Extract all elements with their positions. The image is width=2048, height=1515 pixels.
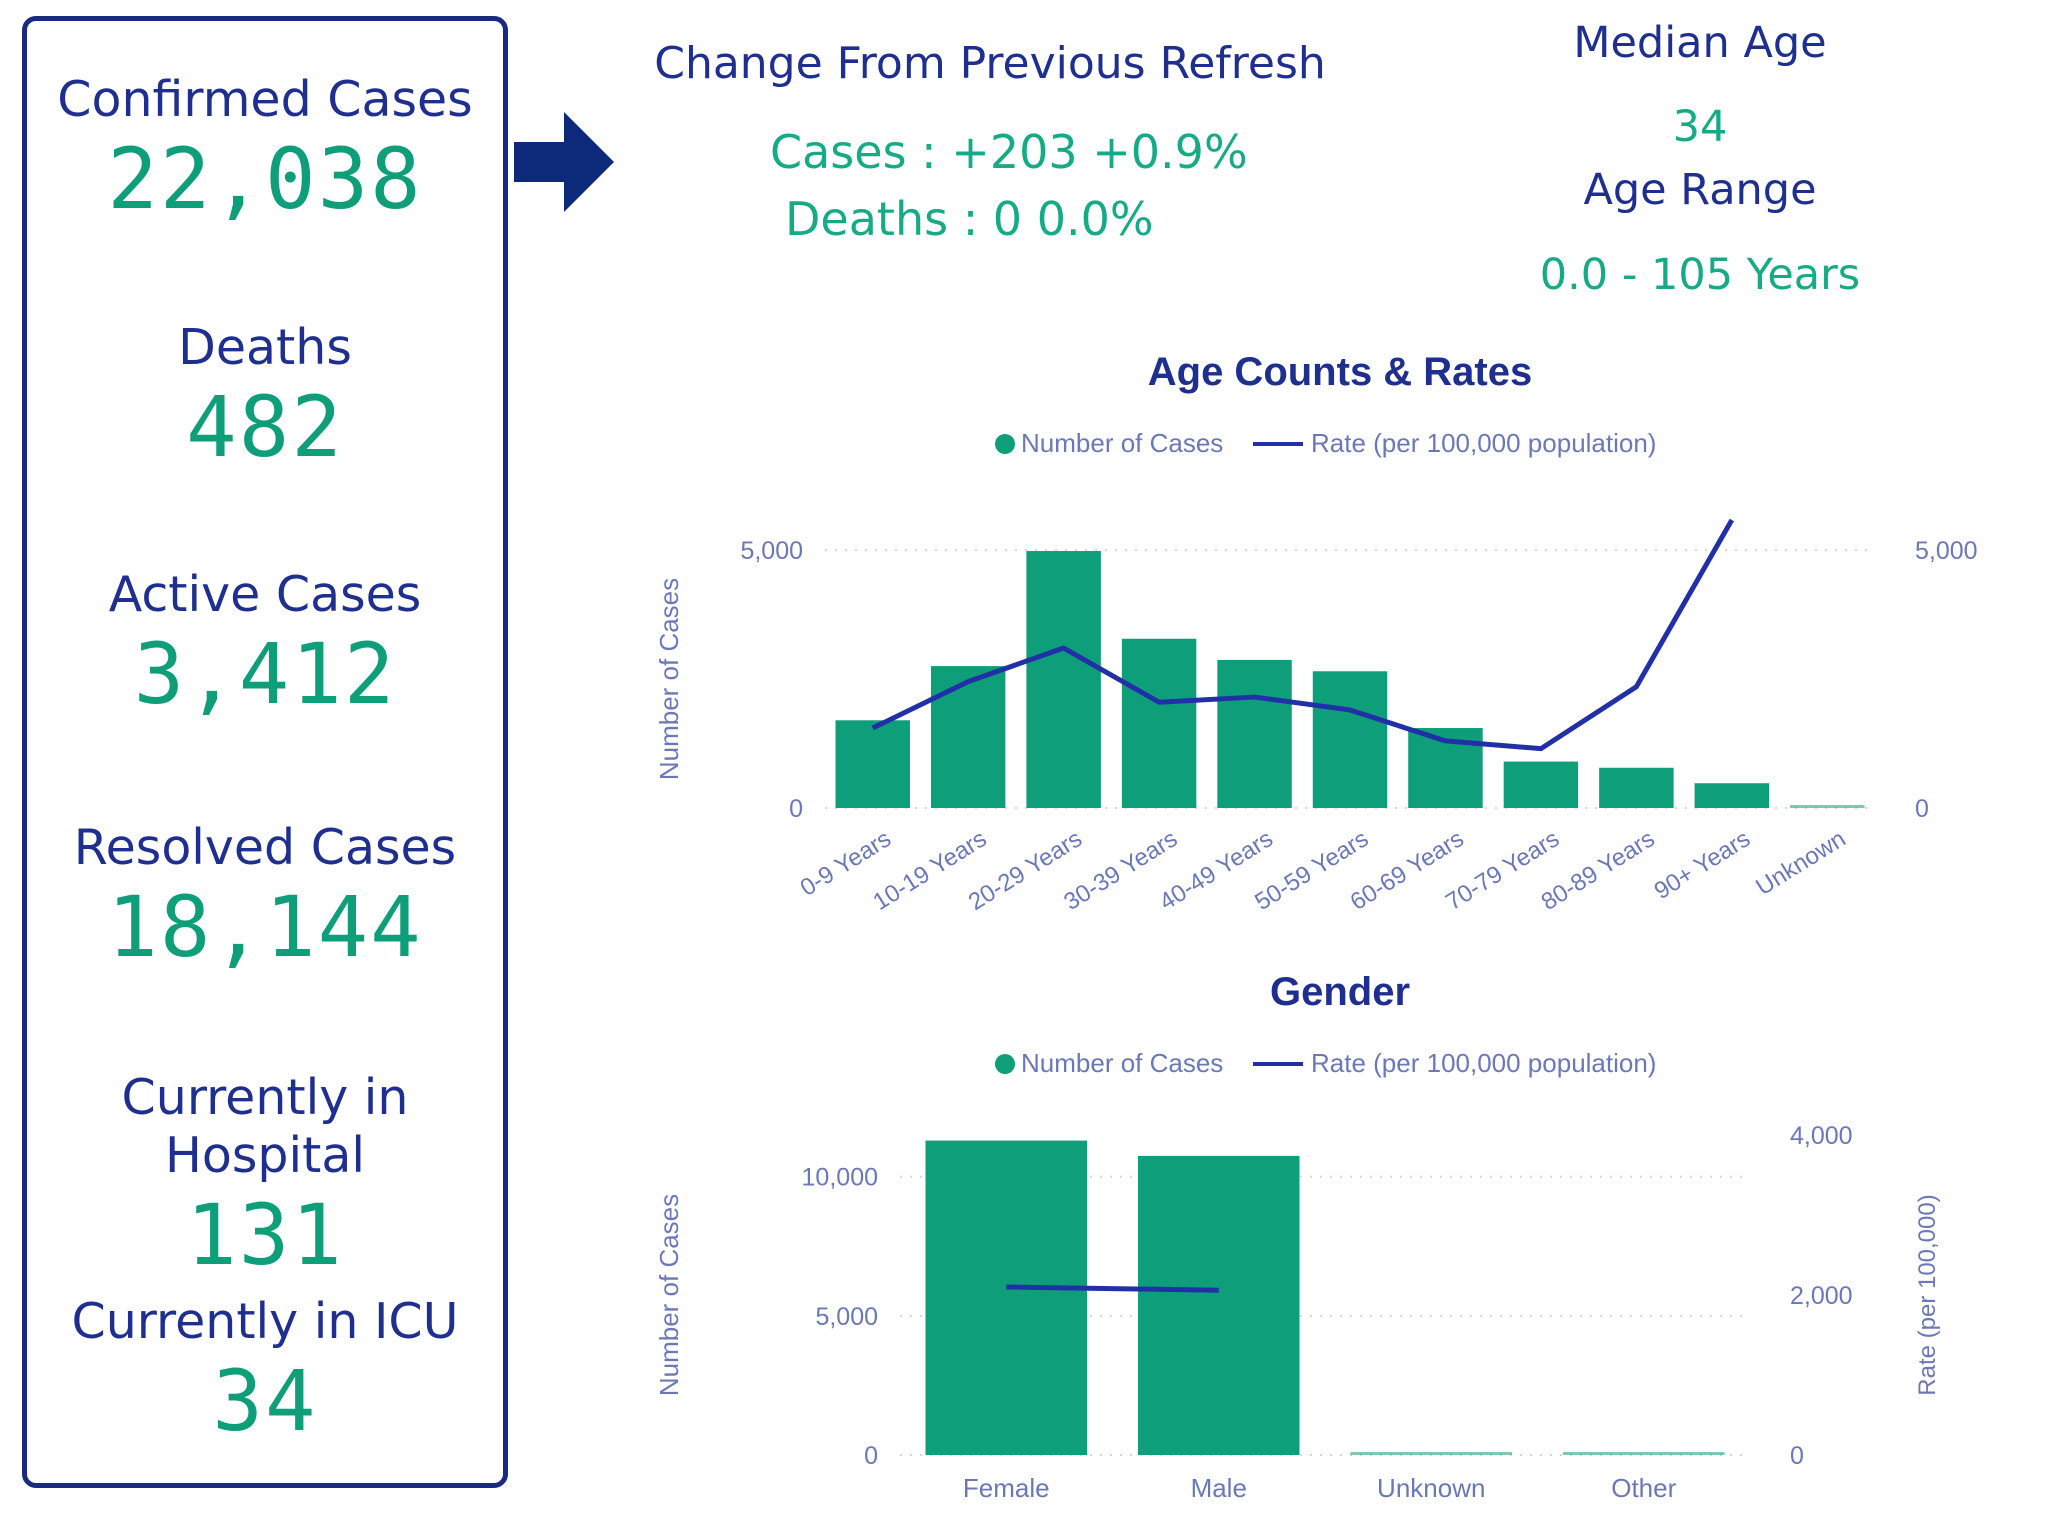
bar — [1599, 767, 1674, 808]
bar — [1312, 671, 1388, 808]
rate-line — [871, 518, 1734, 752]
change-cases: Cases : +203 +0.9% — [770, 125, 1248, 179]
y-tick-label: 0 — [864, 1442, 878, 1470]
stat-value: 3,412 — [133, 625, 397, 723]
arrow-right-icon — [514, 112, 614, 212]
stats-panel: Confirmed Cases 22,038 Deaths 482 Active… — [22, 16, 508, 1488]
stat-confirmed-cases: Confirmed Cases 22,038 — [27, 71, 503, 229]
stat-value: 34 — [212, 1352, 318, 1450]
median-age-label: Median Age — [1573, 18, 1827, 68]
bar — [1026, 551, 1101, 808]
legend-cases-marker — [995, 434, 1015, 454]
stat-value: 18,144 — [107, 878, 423, 976]
y2-tick-label: 0 — [1915, 795, 1929, 823]
legend-rate-label: Rate (per 100,000 population) — [1311, 428, 1656, 458]
bar — [1694, 783, 1770, 808]
y-tick-label: 5,000 — [740, 537, 803, 565]
y2-tick-label: 4,000 — [1790, 1122, 1853, 1150]
stat-label: Resolved Cases — [73, 819, 457, 876]
stat-label: Currently in Hospital — [121, 1069, 409, 1184]
bar — [1790, 805, 1865, 808]
age-chart: Age Counts & Rates Number of Cases Rate (p… — [654, 350, 2040, 916]
y2-tick-label: 2,000 — [1790, 1282, 1853, 1310]
stat-label: Confirmed Cases — [57, 71, 473, 128]
age-range-value: 0.0 - 105 Years — [1539, 250, 1861, 300]
stat-value: 22,038 — [107, 130, 423, 228]
change-title: Change From Previous Refresh — [654, 38, 1326, 89]
y2-tick-label: 0 — [1790, 1442, 1804, 1470]
bar — [1563, 1452, 1725, 1455]
y-axis-label: Number of Cases — [654, 1194, 684, 1396]
stat-label: Deaths — [178, 319, 352, 376]
stat-value: 482 — [186, 378, 344, 476]
legend-cases-label: Number of Cases — [1021, 428, 1223, 458]
y2-axis-label: Rate (per 100,000) — [1914, 1194, 1941, 1395]
bar — [1121, 638, 1197, 808]
x-tick-label: Male — [1191, 1473, 1247, 1503]
legend-cases-label: Number of Cases — [1021, 1048, 1223, 1078]
stat-label: Currently in ICU — [71, 1293, 459, 1350]
stat-hospital: Currently in Hospital 131 — [27, 1069, 503, 1285]
y2-tick-label: 5,000 — [1915, 537, 1978, 565]
y-tick-label: 5,000 — [815, 1303, 878, 1331]
rate-line — [1006, 1284, 1219, 1293]
change-deaths: Deaths : 0 0.0% — [785, 192, 1154, 246]
bar — [835, 720, 910, 808]
y-axis-label: Number of Cases — [654, 578, 684, 780]
stat-deaths: Deaths 482 — [27, 319, 503, 477]
bar — [930, 666, 1006, 808]
y2-axis-label: Rate (per 100,000) — [2039, 578, 2040, 779]
bar — [1138, 1155, 1300, 1455]
x-tick-label: Female — [963, 1473, 1050, 1503]
bar — [1503, 761, 1579, 808]
x-tick-label: 90+ Years — [1650, 825, 1755, 905]
median-age-value: 34 — [1672, 102, 1728, 152]
y-tick-label: 0 — [789, 795, 803, 823]
legend-cases-marker — [995, 1054, 1015, 1074]
x-tick-label: Unknown — [1751, 825, 1850, 901]
gender-chart: Gender Number of Cases Rate (per 100,000 p… — [654, 970, 1941, 1503]
bar — [1350, 1452, 1512, 1455]
bar — [1217, 659, 1292, 808]
x-tick-label: Other — [1611, 1473, 1676, 1503]
age-range-label: Age Range — [1583, 165, 1817, 215]
stat-active-cases: Active Cases 3,412 — [27, 566, 503, 724]
legend-rate-label: Rate (per 100,000 population) — [1311, 1048, 1656, 1078]
stat-resolved-cases: Resolved Cases 18,144 — [27, 819, 503, 977]
y-tick-label: 10,000 — [802, 1164, 878, 1192]
bar — [925, 1140, 1087, 1455]
stat-label: Active Cases — [108, 566, 422, 623]
chart-title: Age Counts & Rates — [1148, 350, 1533, 394]
stat-value: 131 — [186, 1186, 344, 1284]
stat-icu: Currently in ICU 34 — [27, 1293, 503, 1451]
chart-title: Gender — [1270, 970, 1410, 1014]
x-tick-label: Unknown — [1377, 1473, 1485, 1503]
